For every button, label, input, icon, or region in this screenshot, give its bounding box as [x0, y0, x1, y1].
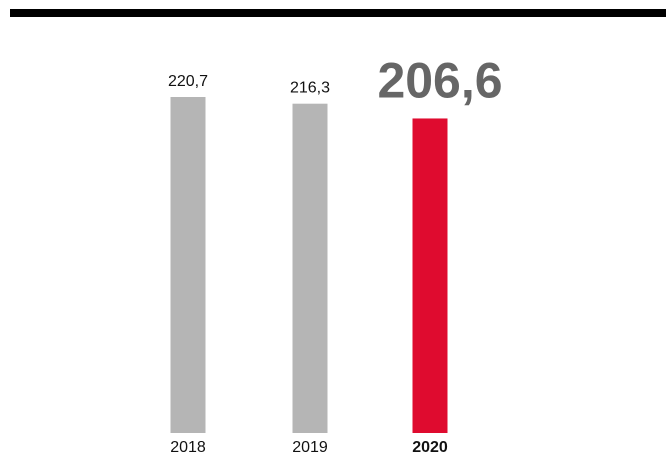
value-labels-group: 220,7 216,3 206,6 [168, 52, 503, 108]
x-tick-label-2019: 2019 [292, 439, 328, 456]
x-axis-tick-labels: 2018 2019 2020 [170, 439, 448, 456]
bar-2018 [170, 97, 206, 433]
x-tick-label-2020: 2020 [412, 439, 448, 456]
bar-2019 [292, 103, 328, 434]
bars-group [170, 97, 448, 434]
top-rule [10, 9, 666, 17]
value-label-2019: 216,3 [290, 80, 330, 97]
x-tick-label-2018: 2018 [170, 439, 206, 456]
value-label-2020: 206,6 [377, 52, 502, 108]
value-label-2018: 220,7 [168, 73, 208, 90]
bar-2020 [412, 118, 448, 433]
